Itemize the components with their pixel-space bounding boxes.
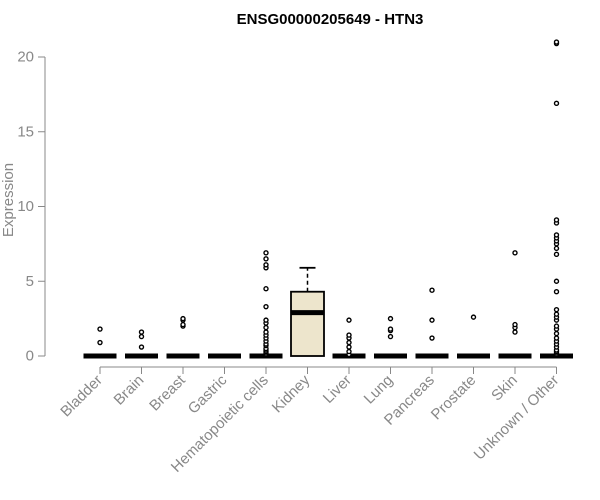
box-group bbox=[83, 326, 117, 359]
outlier-point bbox=[346, 339, 352, 346]
plot-area bbox=[83, 39, 573, 359]
outlier-point bbox=[263, 317, 269, 323]
outlier-point bbox=[346, 348, 352, 355]
outlier-point bbox=[553, 323, 560, 329]
x-tick-label: Bladder bbox=[57, 372, 106, 421]
outlier-point bbox=[346, 344, 352, 350]
outlier-point bbox=[553, 278, 560, 284]
x-tick-label: Kidney bbox=[269, 371, 314, 416]
y-tick-label: 15 bbox=[17, 123, 34, 140]
y-tick-label: 10 bbox=[17, 198, 34, 215]
box-group bbox=[125, 329, 158, 359]
outlier-point bbox=[553, 245, 560, 252]
box-group bbox=[457, 314, 490, 359]
outlier-point bbox=[553, 335, 560, 341]
outlier-point bbox=[263, 262, 269, 268]
y-tick-label: 5 bbox=[26, 273, 34, 290]
outlier-point bbox=[263, 329, 269, 335]
outlier-point bbox=[553, 39, 560, 45]
x-tick-label: Skin bbox=[488, 372, 521, 405]
outlier-point bbox=[263, 303, 269, 310]
outlier-point bbox=[263, 286, 269, 292]
box-group bbox=[374, 315, 407, 359]
outlier-point bbox=[553, 311, 560, 317]
y-tick-label: 0 bbox=[26, 348, 34, 365]
outlier-point bbox=[180, 321, 186, 328]
outlier-point bbox=[138, 329, 145, 335]
outlier-point bbox=[512, 329, 518, 335]
y-axis: 0 5 10 15 20 bbox=[17, 49, 46, 365]
y-tick-label: 20 bbox=[17, 49, 34, 66]
x-tick-label: Lung bbox=[361, 372, 397, 408]
outlier-point bbox=[263, 324, 269, 331]
outlier-point bbox=[429, 287, 435, 293]
iqr-box bbox=[290, 290, 325, 357]
x-tick-label: Prostate bbox=[428, 372, 480, 424]
box-group bbox=[290, 266, 325, 357]
outlier-point bbox=[387, 326, 394, 332]
outlier-point bbox=[138, 333, 145, 340]
outlier-point bbox=[429, 335, 435, 341]
outlier-point bbox=[512, 250, 518, 256]
outlier-point bbox=[97, 339, 103, 346]
box-group bbox=[332, 317, 366, 359]
outlier-point bbox=[470, 314, 477, 320]
outlier-point bbox=[553, 217, 560, 223]
outlier-point bbox=[553, 232, 560, 238]
outlier-point bbox=[429, 317, 435, 323]
y-axis-label: Expression bbox=[0, 163, 17, 237]
outlier-point bbox=[387, 333, 394, 340]
outlier-point bbox=[263, 256, 269, 262]
box-group bbox=[249, 250, 283, 359]
outlier-point bbox=[346, 317, 352, 323]
x-tick-label: Brain bbox=[111, 372, 148, 409]
outlier-point bbox=[346, 332, 352, 338]
box-group bbox=[166, 315, 200, 359]
chart-title: ENSG00000205649 - HTN3 bbox=[237, 11, 424, 28]
box-group bbox=[498, 250, 532, 359]
outlier-point bbox=[138, 344, 145, 350]
outlier-point bbox=[97, 326, 103, 332]
x-tick-label: Breast bbox=[146, 371, 189, 414]
x-tick-label: Liver bbox=[320, 372, 355, 407]
outlier-point bbox=[263, 250, 269, 256]
outlier-point bbox=[553, 306, 560, 313]
box-group bbox=[540, 39, 573, 359]
outlier-point bbox=[553, 100, 560, 107]
box-group bbox=[415, 287, 449, 359]
outlier-point bbox=[387, 315, 394, 322]
outlier-point bbox=[553, 330, 560, 337]
outlier-point bbox=[180, 315, 186, 322]
outlier-point bbox=[553, 251, 560, 258]
outlier-point bbox=[553, 289, 560, 295]
outlier-point bbox=[512, 321, 518, 328]
